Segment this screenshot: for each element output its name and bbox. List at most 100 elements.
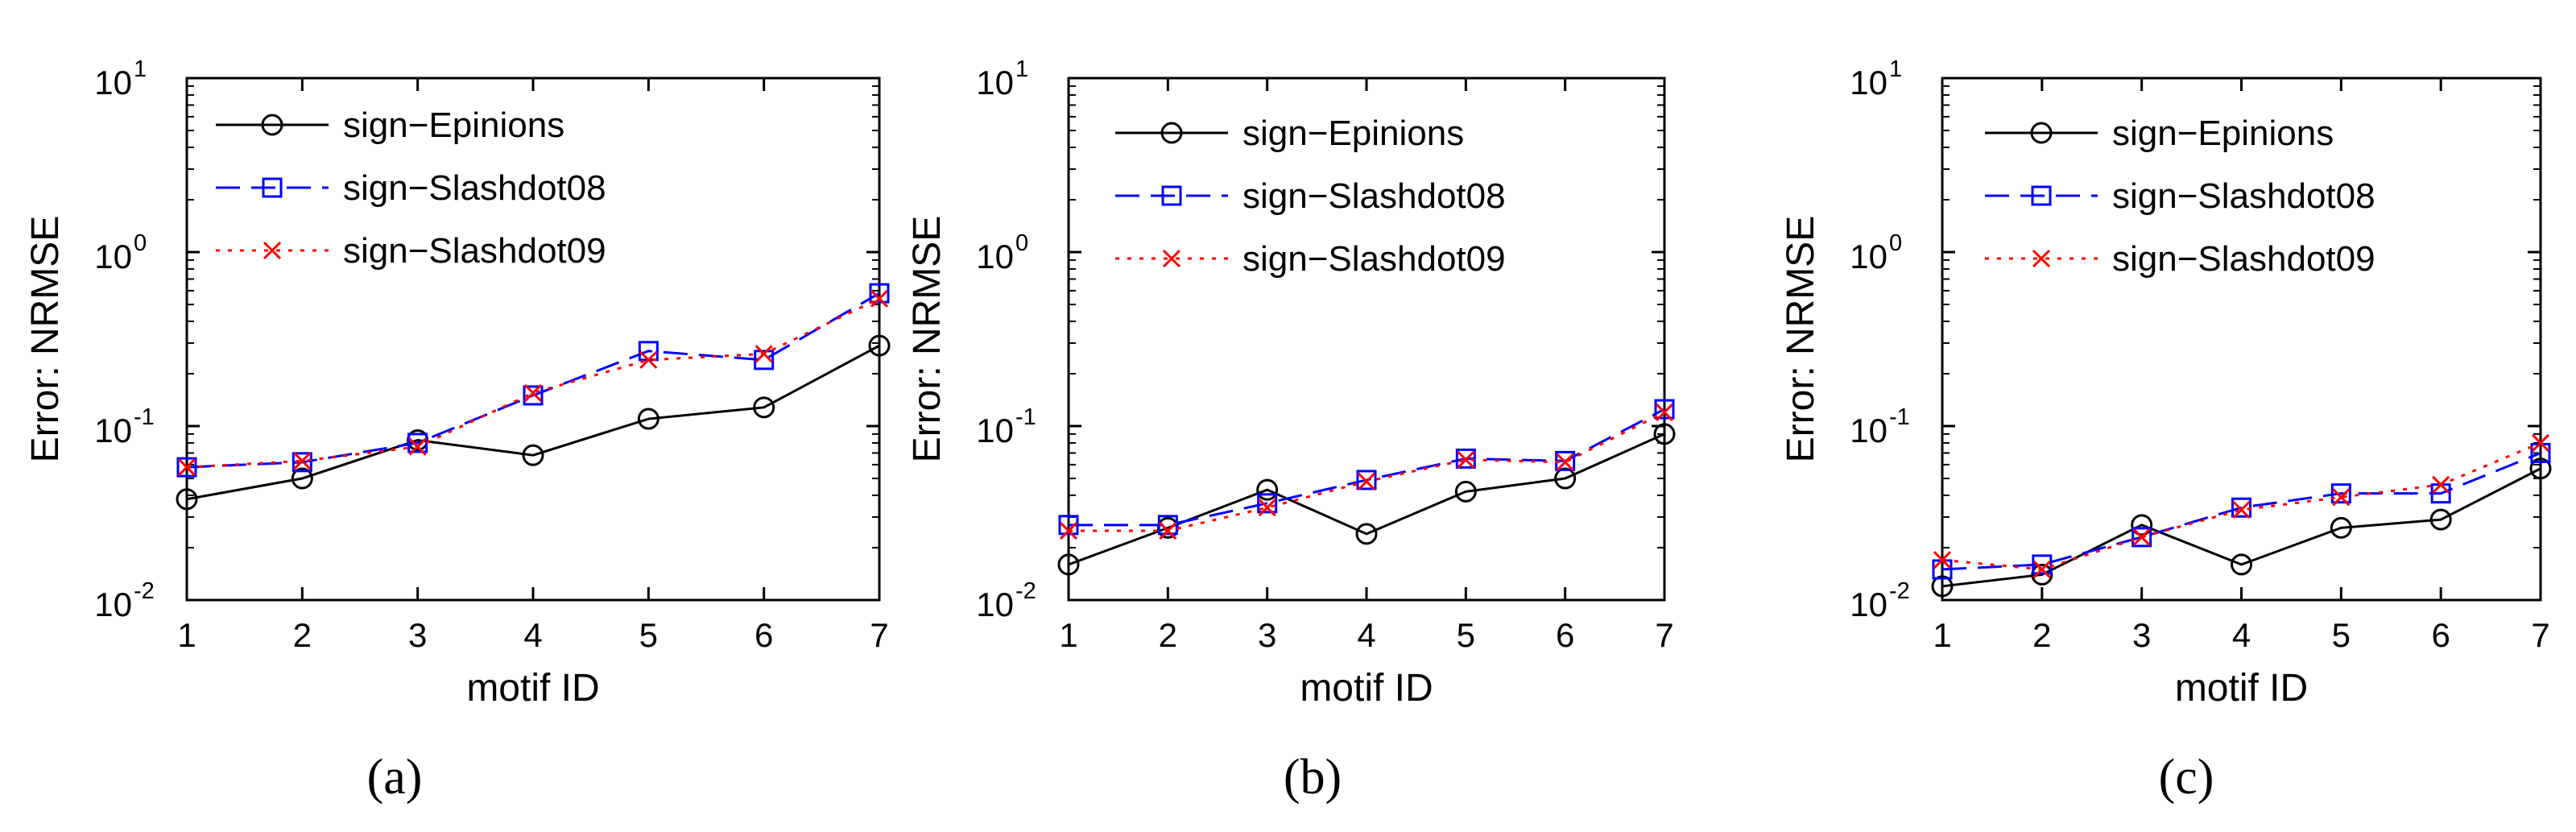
- caption-a: (a): [367, 750, 423, 805]
- series-line-0: [1068, 433, 1665, 566]
- data-point: [1257, 493, 1278, 514]
- series-line-2: [186, 297, 880, 469]
- x-tick-label: 7: [1655, 616, 1673, 654]
- data-point: [1356, 470, 1377, 491]
- x-axis-label: motif ID: [2175, 667, 2308, 710]
- data-point: [1357, 472, 1376, 491]
- data-point: [2529, 457, 2552, 480]
- x-marker-stroke: [2132, 528, 2151, 546]
- data-point: [1454, 480, 1477, 503]
- data-point: [1556, 453, 1574, 471]
- x-tick-label: 3: [408, 616, 427, 654]
- legend-label: sign−Slashdot08: [1243, 176, 1506, 216]
- legend-marker: [2030, 122, 2053, 144]
- x-tick-label: 5: [1457, 616, 1475, 654]
- x-marker-stroke: [2232, 500, 2251, 519]
- x-marker-stroke: [1457, 450, 1475, 469]
- x-tick-label: 4: [523, 616, 542, 654]
- y-tick-exponent: -2: [1889, 578, 1910, 604]
- data-point: [753, 396, 775, 419]
- data-point: [2432, 475, 2450, 494]
- data-point: [1654, 399, 1675, 420]
- data-point: [2429, 508, 2452, 531]
- data-point: [754, 350, 775, 370]
- x-axis-label: motif ID: [1300, 667, 1433, 710]
- x-tick-label: 6: [755, 616, 773, 654]
- y-tick-exponent: -1: [1015, 404, 1036, 430]
- x-marker-stroke: [1059, 521, 1078, 540]
- x-marker-stroke: [1357, 472, 1376, 491]
- data-point: [1455, 448, 1476, 469]
- data-point: [176, 457, 197, 478]
- data-point: [2232, 500, 2251, 519]
- y-tick-label: 10: [1850, 64, 1888, 101]
- data-point: [869, 283, 890, 304]
- plot-area-a: [185, 77, 881, 602]
- x-tick-label: 6: [1556, 616, 1574, 654]
- data-point: [870, 289, 889, 308]
- data-point: [291, 467, 313, 490]
- x-marker-stroke: [177, 458, 196, 477]
- y-tick-label: 10: [1850, 238, 1888, 275]
- data-point: [292, 452, 312, 473]
- series-line-2: [1941, 441, 2541, 571]
- data-point: [1653, 423, 1676, 445]
- data-point: [1931, 575, 1954, 598]
- data-point: [2132, 527, 2152, 548]
- x-tick-label: 2: [2032, 616, 2051, 654]
- data-point: [2231, 553, 2252, 576]
- x-tick-label: 1: [177, 616, 196, 654]
- legend-label: sign−Epinions: [2112, 114, 2334, 153]
- x-marker-stroke: [408, 437, 427, 456]
- data-point: [523, 385, 544, 406]
- data-point: [1355, 523, 1378, 545]
- data-point: [1655, 403, 1674, 421]
- x-marker-stroke: [639, 350, 658, 369]
- x-marker-stroke: [293, 452, 312, 470]
- y-tick-exponent: 1: [134, 56, 147, 82]
- y-tick-label: 10: [94, 64, 132, 101]
- legend-label: sign−Slashdot09: [2112, 239, 2375, 279]
- x-tick-label: 2: [1159, 616, 1177, 654]
- x-marker-stroke: [263, 241, 282, 260]
- y-tick-label: 10: [1850, 412, 1888, 449]
- legend-marker: [261, 114, 283, 136]
- y-tick-label: 10: [94, 412, 132, 449]
- data-point: [1059, 521, 1078, 540]
- y-tick-exponent: -2: [134, 578, 155, 604]
- data-point: [408, 437, 427, 456]
- x-tick-label: 4: [2232, 616, 2251, 654]
- legend-label: sign−Slashdot09: [343, 231, 606, 271]
- data-point: [1057, 553, 1080, 576]
- data-point: [1258, 499, 1276, 517]
- x-marker-stroke: [2032, 560, 2051, 579]
- data-point: [177, 458, 196, 477]
- data-point: [1159, 521, 1177, 540]
- x-marker-stroke: [1556, 453, 1574, 471]
- data-point: [2032, 560, 2051, 579]
- x-marker-stroke: [2332, 488, 2351, 507]
- x-marker-stroke: [2432, 475, 2450, 494]
- x-marker-stroke: [755, 345, 773, 363]
- y-tick-exponent: -1: [1889, 404, 1910, 430]
- y-axis-label: Error: NRMSE: [24, 216, 67, 463]
- y-tick-exponent: -2: [1015, 578, 1036, 604]
- data-point: [407, 433, 428, 453]
- data-point: [2131, 514, 2153, 536]
- data-point: [293, 452, 312, 470]
- legend-label: sign−Slashdot08: [2112, 176, 2375, 216]
- x-tick-label: 5: [639, 616, 658, 654]
- data-point: [2531, 433, 2550, 452]
- legend-marker: [262, 177, 283, 198]
- data-point: [2330, 516, 2352, 539]
- data-point: [2332, 488, 2351, 507]
- y-tick-label: 10: [976, 412, 1014, 449]
- legend-marker: [2031, 185, 2052, 206]
- x-marker-stroke: [1159, 521, 1177, 540]
- caption-b: (b): [1284, 750, 1342, 805]
- x-marker-stroke: [870, 289, 889, 308]
- y-tick-label: 10: [1850, 586, 1888, 623]
